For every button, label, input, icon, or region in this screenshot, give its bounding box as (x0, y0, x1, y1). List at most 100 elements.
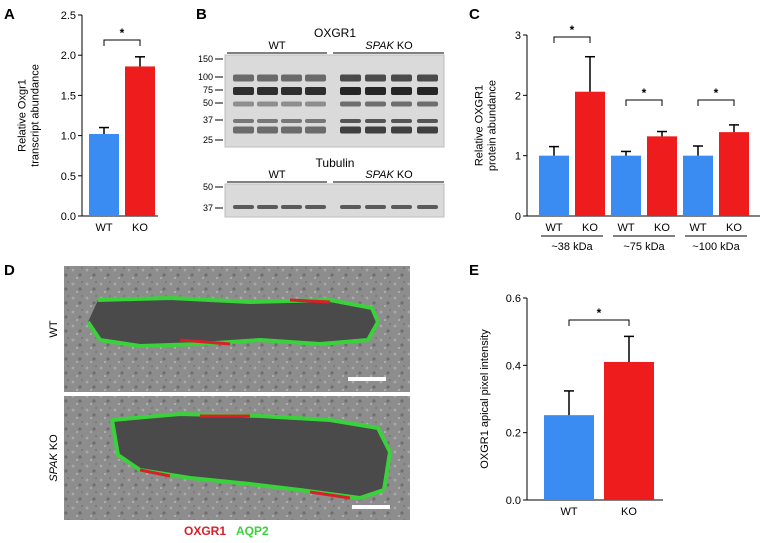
blot-band (391, 74, 412, 82)
panel-label-e: E (469, 262, 479, 279)
panel-label-c: C (469, 6, 480, 23)
panel-label-b: B (196, 6, 207, 23)
chart-a-significance-bracket (103, 39, 141, 46)
blot-band (281, 74, 302, 82)
tubulin-marker-37: 37 (203, 203, 213, 213)
blot-band (340, 126, 361, 134)
chart-c-x-tick-label: KO (726, 222, 742, 234)
chart-c-y-tick-label: 1 (515, 151, 521, 163)
blot-band (257, 119, 278, 123)
chart-c-y-tick-label: 2 (515, 90, 521, 102)
tubulin-band (233, 205, 254, 209)
blot-title-oxgr1: OXGR1 (314, 26, 356, 40)
oxgr1-ladder-markers: 150 100 75 50 37 25 (198, 54, 223, 145)
chart-a: 0.0 0.5 1.0 1.5 2.0 2.5 Relative Oxgr1transcri… (17, 10, 158, 234)
micrograph-row-label-wt: WT (48, 320, 60, 337)
chart-a-bar-ko-1 (125, 66, 155, 217)
micrograph-row-label-spak-ko: SPAK KO (48, 434, 60, 482)
blot-band (233, 87, 254, 95)
chart-c-significance-75-label: * (642, 86, 647, 100)
chart-a-bar-wt-0 (89, 133, 119, 216)
blot-title-tubulin: Tubulin (316, 156, 355, 170)
chart-e-y-axis-label: OXGR1 apical pixel intensity (479, 329, 491, 469)
blot-band (340, 101, 361, 107)
oxgr1-stain (139, 414, 351, 500)
blot-wt-label: WT (268, 40, 285, 52)
blot-band (305, 126, 326, 134)
oxgr1-bands (233, 74, 438, 134)
blot-band (233, 119, 254, 123)
chart-c-y-tick-label: 3 (515, 30, 521, 42)
tubulin-band (305, 205, 326, 209)
blot-band (340, 119, 361, 123)
blot-band (257, 87, 278, 95)
blot-band (417, 87, 438, 95)
blot-band (305, 87, 326, 95)
chart-a-x-tick-label: KO (132, 222, 148, 234)
chart-a-y-tick-label: 0.0 (61, 211, 76, 223)
chart-c-significance-75 (625, 99, 663, 106)
chart-c-bar-wt-2 (611, 155, 641, 216)
chart-c-x-tick-label: WT (617, 222, 634, 234)
western-blot-panel: OXGR1 WT SPAK KO 150 100 75 50 37 25 Tub… (198, 26, 445, 218)
chart-c-bar-wt-4 (683, 155, 713, 216)
blot-band (305, 101, 326, 107)
chart-c-significance-100 (697, 99, 735, 106)
chart-c-bar-ko-1 (575, 91, 605, 216)
blot-band (257, 101, 278, 107)
chart-e-significance-bracket-label: * (597, 306, 602, 320)
blot-band (417, 126, 438, 134)
chart-e: 0.0 0.2 0.4 0.6 OXGR1 apical pixel intensity… (479, 293, 663, 518)
tubulin-band (365, 205, 386, 209)
chart-c-x-tick-label: KO (582, 222, 598, 234)
blot-band (417, 119, 438, 123)
chart-a-y-tick-label: 2.0 (61, 50, 76, 62)
blot-band (365, 101, 386, 107)
chart-c-significance-38-label: * (570, 23, 575, 37)
chart-e-x-tick-label: WT (560, 506, 577, 518)
chart-e-y-tick-label: 0.4 (506, 360, 521, 372)
blot-band (391, 126, 412, 134)
oxgr1-blot-image (224, 54, 445, 148)
tubulin-ko-label: SPAK KO (365, 169, 413, 181)
tubulin-band (340, 205, 361, 209)
blot-band (365, 119, 386, 123)
chart-c-bar-wt-0 (539, 155, 569, 216)
chart-e-y-tick-label: 0.2 (506, 428, 521, 440)
chart-c-group-label: ~75 kDa (623, 241, 665, 253)
chart-a-x-tick-label: WT (95, 222, 112, 234)
chart-a-y-tick-label: 1.0 (61, 131, 76, 143)
blot-band (391, 119, 412, 123)
blot-band (257, 126, 278, 134)
chart-c-x-tick-label: KO (654, 222, 670, 234)
blot-band (340, 74, 361, 82)
marker-75: 75 (203, 85, 213, 95)
blot-band (281, 119, 302, 123)
chart-c-bar-ko-3 (647, 136, 677, 216)
blot-band (281, 87, 302, 95)
tubulin-marker-50: 50 (203, 182, 213, 192)
micrograph-spak-ko: SPAK KO (48, 396, 410, 520)
micrograph-wt: WT (48, 266, 410, 392)
marker-100: 100 (198, 72, 213, 82)
blot-band (365, 126, 386, 134)
blot-band (417, 74, 438, 82)
marker-25: 25 (203, 135, 213, 145)
legend-oxgr1: OXGR1 (184, 524, 226, 538)
tubulin-band (281, 205, 302, 209)
chart-c-significance-38 (553, 36, 591, 43)
chart-c-y-axis-label: Relative OXGR1protein abundance (474, 80, 499, 171)
chart-e-bar-ko-1 (604, 361, 654, 500)
blot-band (257, 74, 278, 82)
blot-band (305, 74, 326, 82)
marker-37: 37 (203, 115, 213, 125)
blot-band (305, 119, 326, 123)
blot-ko-label: SPAK KO (365, 40, 413, 52)
chart-e-bar-wt-0 (544, 415, 594, 500)
tubulin-band (417, 205, 438, 209)
chart-c-bar-ko-5 (719, 132, 749, 216)
blot-band (233, 101, 254, 107)
blot-band (365, 87, 386, 95)
chart-a-y-tick-label: 0.5 (61, 171, 76, 183)
aqp2-apical-stain (86, 320, 380, 348)
